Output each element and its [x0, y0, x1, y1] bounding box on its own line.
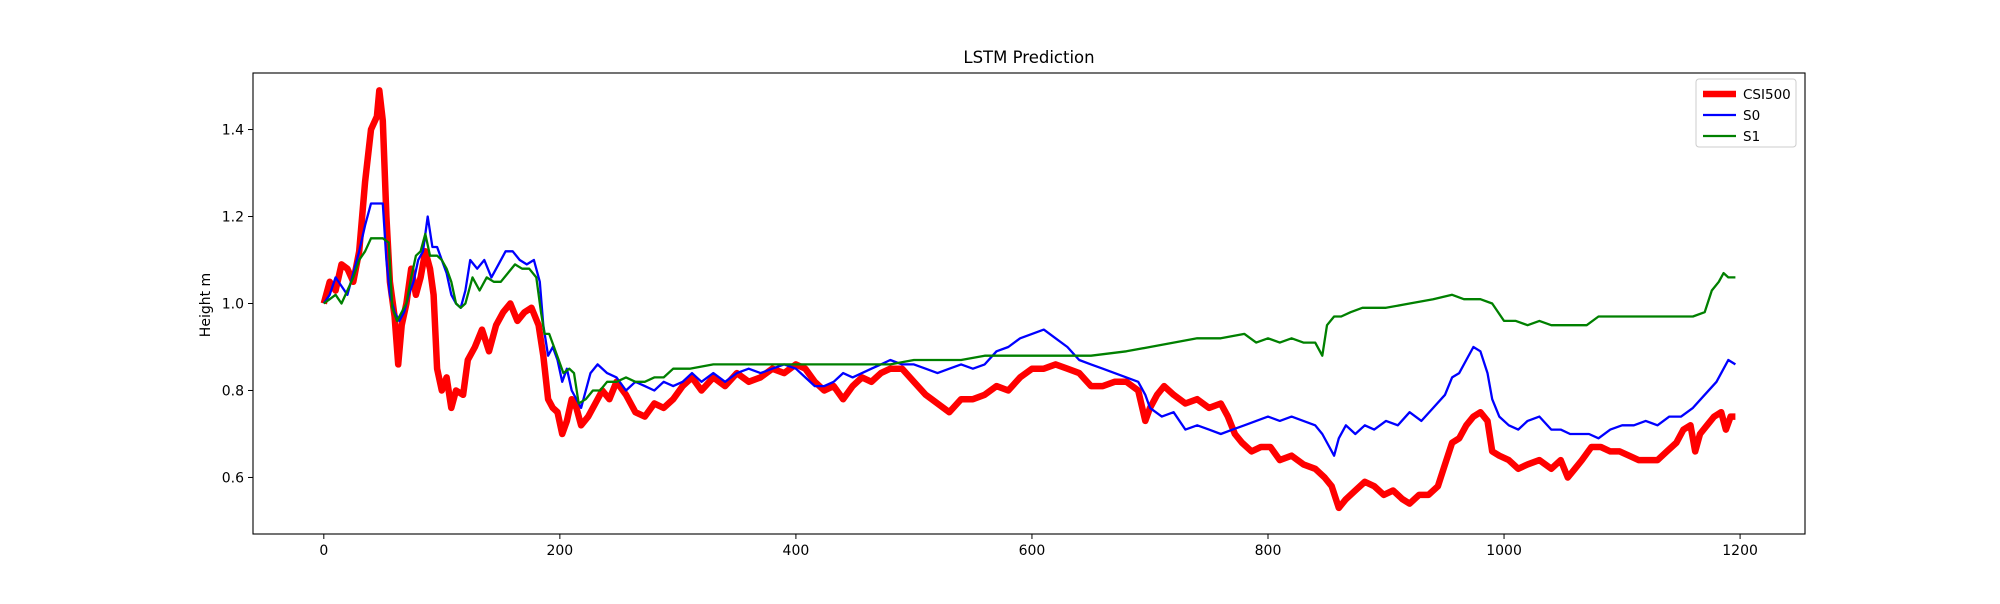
y-tick-label: 0.6: [222, 470, 244, 486]
legend-label-s1: S1: [1743, 129, 1760, 145]
series-layer: [320, 87, 1737, 512]
y-tick-label: 1.2: [222, 210, 244, 226]
legend: CSI500 S0 S1: [1695, 78, 1797, 148]
x-tick-label: 200: [546, 543, 573, 559]
x-tick-label: 800: [1255, 543, 1282, 559]
series-line-s1: [323, 232, 1736, 405]
y-axis-label: Height m: [198, 273, 214, 337]
legend-label-s0: S0: [1743, 108, 1760, 124]
x-tick-label: 1200: [1722, 543, 1758, 559]
x-tick-label: 1000: [1486, 543, 1522, 559]
x-tick-label: 600: [1019, 543, 1046, 559]
y-tick-label: 1.4: [222, 123, 244, 139]
x-tick-label: 400: [783, 543, 810, 559]
chart-title: LSTM Prediction: [963, 48, 1094, 67]
series-line-csi500: [320, 87, 1736, 512]
axes-layer: 0 200 400 600 800 1000 1200 0.6 0.8 1.0 1.2 1.4: [222, 72, 1806, 559]
legend-label-csi500: CSI500: [1743, 87, 1791, 103]
y-tick-label: 1.0: [222, 297, 244, 313]
x-tick-label: 0: [319, 543, 328, 559]
y-tick-label: 0.8: [222, 383, 244, 399]
